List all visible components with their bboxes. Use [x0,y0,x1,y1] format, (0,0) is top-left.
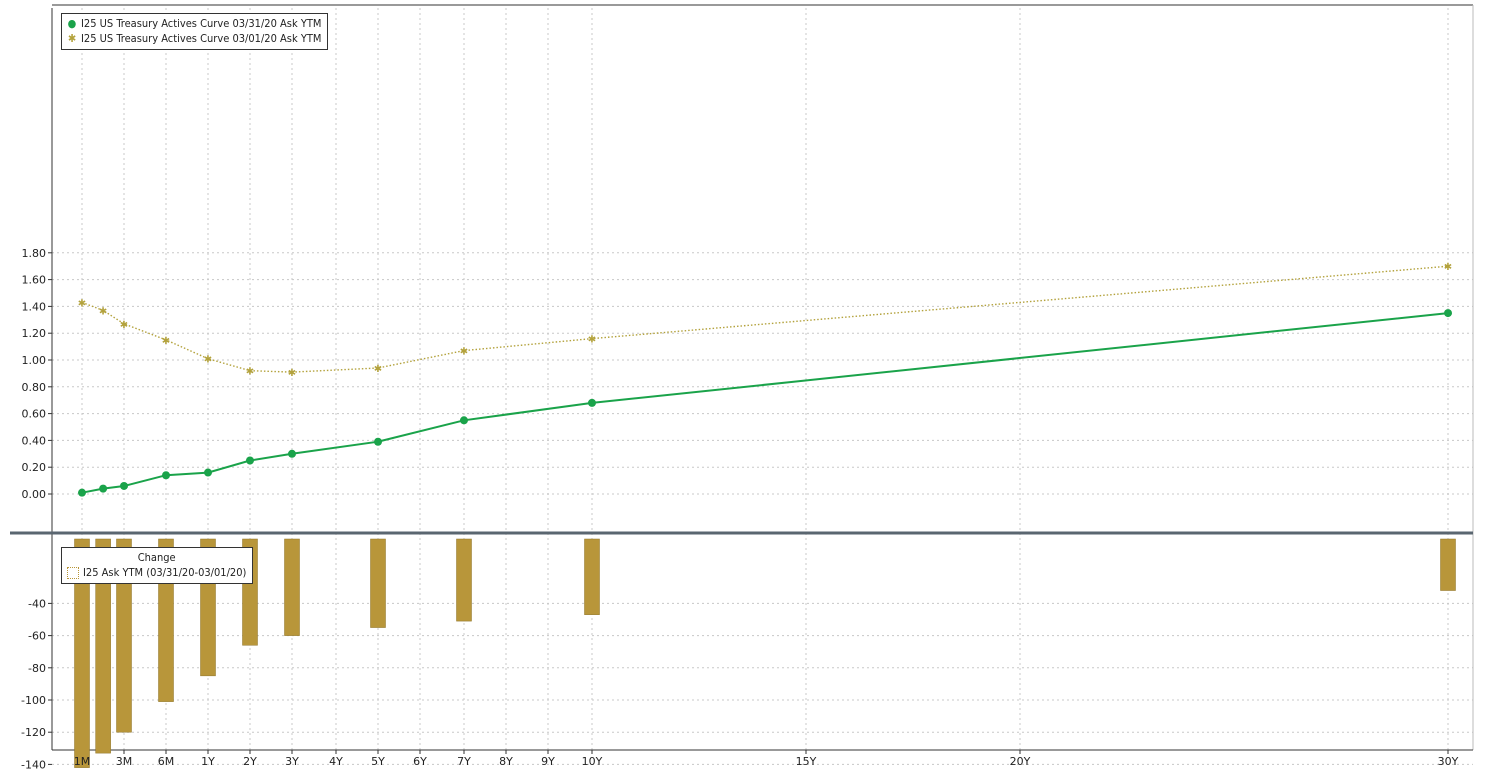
x-tick-label: 6Y [413,755,427,768]
x-tick-label: 1Y [201,755,215,768]
x-tick-label: 2Y [243,755,257,768]
top-legend: ● I25 US Treasury Actives Curve 03/31/20… [61,13,329,50]
green-circle-icon: ● [67,17,77,30]
y-tick-label-bottom: -140 [21,758,46,770]
x-tick-label: 5Y [371,755,385,768]
curve-0331-line [81,312,1449,494]
change-bar [370,538,386,628]
y-tick-label-bottom: -60 [28,630,46,643]
curve-0301-line [81,265,1449,373]
x-tick-label: 20Y [1010,755,1031,768]
y-tick-label: 1.20 [22,327,47,340]
curve-0301-point: ✱ [78,298,86,309]
y-tick-label: 1.80 [22,247,47,260]
curve-0331-point [374,437,382,446]
change-bar [284,538,300,636]
change-bar [584,538,600,615]
x-tick-label: 9Y [541,755,555,768]
axes-layer [10,4,1474,765]
bottom-legend: Change I25 Ask YTM (03/31/20-03/01/20) [61,547,254,584]
change-bar [95,538,111,754]
x-tick-label: 3M [116,755,133,768]
legend-label-0331: I25 US Treasury Actives Curve 03/31/20 A… [81,17,322,30]
change-panel-title: Change [137,551,176,564]
x-tick-label: 6M [158,755,175,768]
curve-0301-point: ✱ [162,336,170,347]
x-tick-label: 3Y [285,755,299,768]
y-tick-label-bottom: -120 [21,726,46,739]
grid-layer [52,8,1473,765]
y-tick-label-bottom: -100 [21,694,46,707]
labels-layer: 1M 3M 6M 1Y 2Y 3Y 4Y 5Y 6Y 7Y 8Y 9Y 10Y 15Y 20Y 30Y 1.80… [21,247,1459,772]
legend-item-0301: ✱ I25 US Treasury Actives Curve 03/01/20… [66,31,322,46]
change-bar [456,538,472,622]
legend-label-0301: I25 US Treasury Actives Curve 03/01/20 A… [81,32,322,45]
x-tick-label: 30Y [1438,755,1459,768]
y-tick-label: 1.40 [22,300,47,313]
y-tick-label: 0.80 [22,381,47,394]
curve-0331-point [78,488,86,497]
curve-0331-point [588,398,596,407]
y-tick-label: 0.00 [22,488,47,501]
gold-square-icon [67,566,79,579]
legend-label-change: I25 Ask YTM (03/31/20-03/01/20) [83,566,247,579]
x-tick-label: 8Y [499,755,513,768]
curve-0301-point: ✱ [588,335,596,346]
curve-0301-point: ✱ [460,347,468,358]
curve-0331-point [99,484,108,493]
y-tick-label: 0.60 [22,408,47,421]
curve-0301-point: ✱ [120,320,128,331]
y-tick-label: 1.60 [22,274,47,287]
x-tick-label: 1M [74,755,91,768]
y-tick-label: 1.00 [22,354,47,367]
legend-item-0331: ● I25 US Treasury Actives Curve 03/31/20… [66,16,322,31]
change-bar [116,538,132,733]
change-bar [1440,538,1456,591]
y-tick-label-bottom: -40 [28,597,46,610]
x-tick-label: 7Y [457,755,471,768]
x-tick-label: 4Y [329,755,343,768]
curve-0331-point [460,416,468,425]
curve-0301-point: ✱ [99,306,107,317]
y-tick-label-bottom: -80 [28,662,46,675]
legend-item-change: I25 Ask YTM (03/31/20-03/01/20) [67,565,246,580]
curve-0301-point: ✱ [1444,262,1452,273]
x-tick-label: 10Y [582,755,603,768]
x-tick-label: 15Y [796,755,817,768]
curve-0331-point [1444,309,1452,318]
curve-0331-point [288,449,296,458]
lines-layer: ✱ ✱ ✱ ✱ ✱ ✱ ✱ ✱ ✱ ✱ ✱ [78,262,1452,497]
curve-0301-point: ✱ [204,355,212,366]
curve-0331-point [204,468,212,477]
y-tick-label: 0.40 [22,434,47,447]
curve-0301-point: ✱ [246,367,254,378]
y-tick-label: 0.20 [22,461,47,474]
curve-0331-point [120,481,128,490]
curve-0331-point [162,471,170,480]
change-bar [74,538,90,768]
curve-0331-point [246,456,254,465]
curve-0301-point: ✱ [288,368,296,379]
gold-star-icon: ✱ [67,32,77,45]
curve-0301-point: ✱ [374,364,382,375]
bars-layer [74,538,1456,768]
